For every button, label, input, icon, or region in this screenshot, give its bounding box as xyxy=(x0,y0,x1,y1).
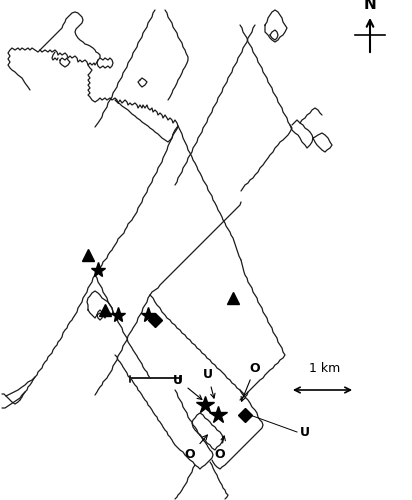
Text: O: O xyxy=(241,362,260,402)
Text: O: O xyxy=(215,436,225,462)
Text: N: N xyxy=(364,0,377,12)
Text: 1 km: 1 km xyxy=(309,362,341,375)
Text: U: U xyxy=(203,368,215,398)
Text: U: U xyxy=(173,374,202,400)
Text: O: O xyxy=(185,435,207,462)
Text: U: U xyxy=(300,426,310,438)
